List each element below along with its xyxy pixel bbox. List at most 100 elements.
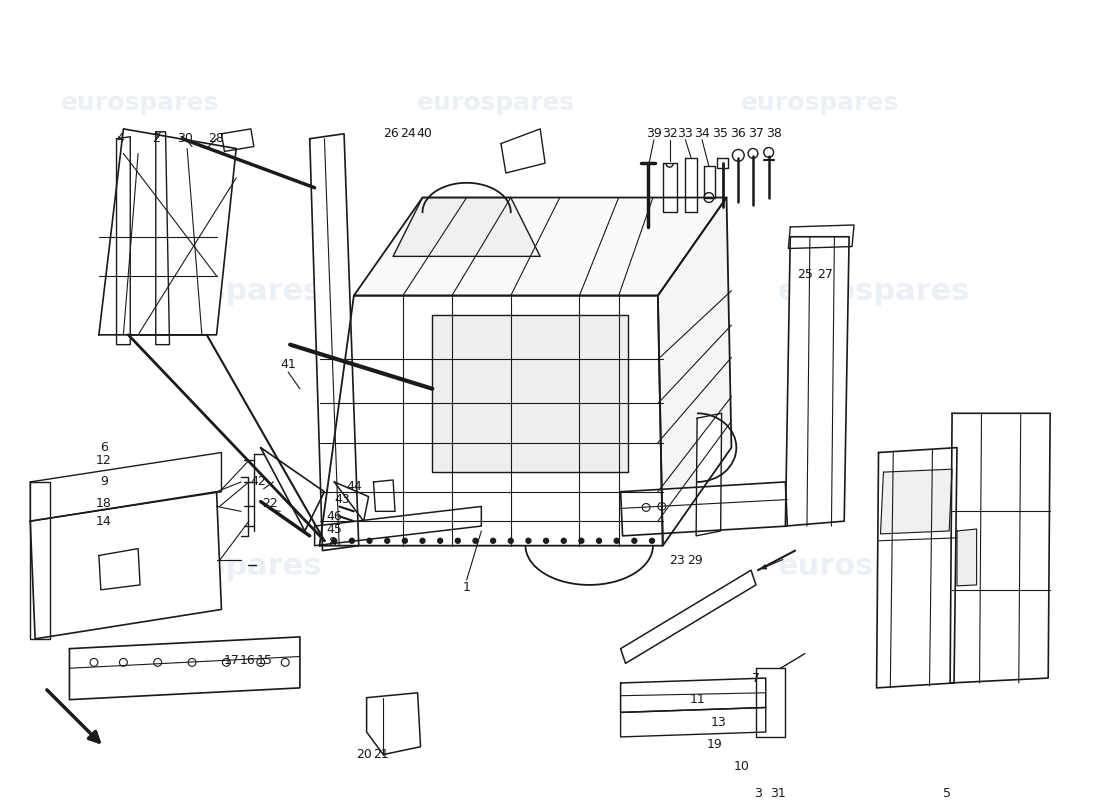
Text: eurospares: eurospares — [417, 91, 575, 115]
Text: eurospares: eurospares — [740, 91, 899, 115]
Text: 3: 3 — [754, 787, 762, 800]
Polygon shape — [620, 482, 788, 536]
Text: 13: 13 — [711, 716, 727, 729]
Circle shape — [508, 538, 514, 543]
Circle shape — [579, 538, 584, 543]
Text: 6: 6 — [100, 441, 108, 454]
Text: 20: 20 — [355, 748, 372, 761]
Text: 46: 46 — [327, 510, 342, 522]
Polygon shape — [319, 295, 663, 546]
Polygon shape — [354, 198, 726, 295]
Text: 1: 1 — [463, 582, 471, 594]
Circle shape — [473, 538, 477, 543]
Text: 30: 30 — [177, 132, 194, 145]
Text: eurospares: eurospares — [130, 277, 322, 306]
Text: 8: 8 — [328, 536, 337, 550]
Circle shape — [491, 538, 496, 543]
Text: 17: 17 — [223, 654, 239, 667]
Text: 43: 43 — [334, 493, 350, 506]
Text: eurospares: eurospares — [778, 552, 970, 581]
Text: 45: 45 — [327, 522, 342, 535]
Circle shape — [438, 538, 442, 543]
Text: 12: 12 — [96, 454, 112, 467]
Polygon shape — [663, 163, 678, 212]
Polygon shape — [30, 453, 221, 521]
Circle shape — [543, 538, 549, 543]
Text: 19: 19 — [707, 738, 723, 751]
Circle shape — [350, 538, 354, 543]
Polygon shape — [310, 134, 359, 550]
Text: 11: 11 — [690, 693, 705, 706]
Polygon shape — [432, 315, 628, 472]
Polygon shape — [877, 448, 957, 688]
Polygon shape — [500, 129, 546, 173]
Text: 36: 36 — [730, 127, 746, 140]
Text: 38: 38 — [766, 127, 781, 140]
Text: 41: 41 — [280, 358, 296, 370]
Polygon shape — [393, 198, 540, 256]
Text: eurospares: eurospares — [60, 91, 219, 115]
Text: 29: 29 — [688, 554, 703, 567]
Circle shape — [332, 538, 337, 543]
Circle shape — [367, 538, 372, 543]
Text: 26: 26 — [383, 127, 399, 140]
Text: 22: 22 — [263, 497, 278, 510]
Polygon shape — [620, 678, 766, 712]
Text: 23: 23 — [670, 554, 685, 567]
Text: 42: 42 — [250, 475, 265, 489]
Polygon shape — [30, 482, 50, 639]
Text: 44: 44 — [346, 480, 362, 494]
Polygon shape — [785, 237, 849, 526]
Polygon shape — [69, 637, 300, 700]
Polygon shape — [789, 225, 854, 249]
Polygon shape — [620, 707, 766, 737]
Text: 31: 31 — [770, 787, 785, 800]
Polygon shape — [620, 570, 756, 663]
Circle shape — [385, 538, 389, 543]
Text: 39: 39 — [646, 127, 662, 140]
Text: 37: 37 — [748, 127, 763, 140]
Text: 7: 7 — [752, 671, 760, 685]
Polygon shape — [756, 668, 785, 737]
Polygon shape — [374, 480, 395, 511]
Text: 5: 5 — [943, 787, 951, 800]
Polygon shape — [366, 693, 420, 754]
Text: 24: 24 — [400, 127, 416, 140]
Polygon shape — [117, 137, 130, 345]
Circle shape — [596, 538, 602, 543]
Text: 40: 40 — [417, 127, 432, 140]
Polygon shape — [315, 506, 482, 546]
Polygon shape — [334, 482, 368, 521]
Circle shape — [420, 538, 425, 543]
Text: 2: 2 — [152, 132, 160, 145]
Text: 4: 4 — [117, 132, 124, 145]
Polygon shape — [950, 414, 1050, 683]
Polygon shape — [658, 198, 732, 546]
Text: eurospares: eurospares — [778, 277, 970, 306]
Polygon shape — [717, 158, 728, 168]
Text: 16: 16 — [240, 654, 256, 667]
Text: 35: 35 — [712, 127, 727, 140]
Text: 32: 32 — [662, 127, 678, 140]
Text: 14: 14 — [96, 514, 112, 528]
Circle shape — [526, 538, 531, 543]
Text: 18: 18 — [96, 497, 112, 510]
Text: 28: 28 — [209, 132, 224, 145]
Text: eurospares: eurospares — [508, 277, 701, 306]
Text: 9: 9 — [100, 475, 108, 489]
Circle shape — [631, 538, 637, 543]
Circle shape — [649, 538, 654, 543]
Text: 25: 25 — [798, 267, 813, 281]
Text: eurospares: eurospares — [130, 552, 322, 581]
Polygon shape — [704, 166, 715, 198]
Circle shape — [561, 538, 566, 543]
Circle shape — [455, 538, 460, 543]
Text: 21: 21 — [373, 748, 389, 761]
Polygon shape — [261, 448, 324, 531]
Polygon shape — [957, 529, 977, 586]
Polygon shape — [99, 549, 140, 590]
Text: 10: 10 — [734, 760, 749, 773]
Polygon shape — [685, 158, 697, 212]
Polygon shape — [30, 492, 221, 639]
Circle shape — [403, 538, 407, 543]
